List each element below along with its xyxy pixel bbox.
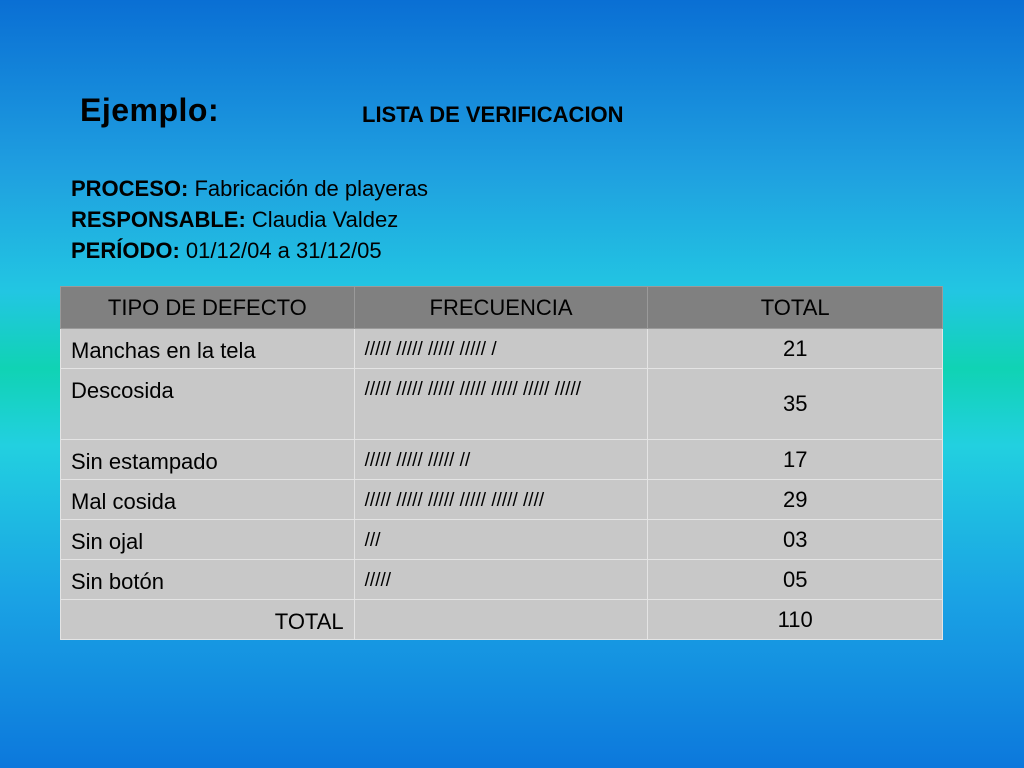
cell-total: 21 (647, 328, 943, 369)
periodo-value: 01/12/04 a 31/12/05 (185, 238, 382, 263)
cell-tipo: Mal cosida (60, 479, 355, 520)
table-header-row: TIPO DE DEFECTO FRECUENCIA TOTAL (60, 286, 943, 329)
heading-ejemplo: Ejemplo: (80, 92, 220, 128)
table-row: Descosida ///// ///// ///// ///// ///// … (60, 368, 943, 440)
cell-total: 29 (647, 479, 943, 520)
cell-frecuencia: ///// ///// ///// // (353, 439, 649, 480)
responsable-line: RESPONSABLE: Claudia Valdez (71, 204, 428, 235)
process-info: PROCESO: Fabricación de playeras RESPONS… (71, 173, 428, 266)
heading-lista-verificacion: LISTA DE VERIFICACION (362, 102, 624, 127)
periodo-label: PERÍODO: (71, 238, 180, 263)
cell-frecuencia: ///// ///// ///// ///// ///// ///// ////… (353, 368, 649, 440)
table-row: Sin ojal /// 03 (60, 519, 943, 560)
responsable-value: Claudia Valdez (251, 207, 399, 232)
cell-tipo: Sin ojal (60, 519, 355, 560)
table-footer-row: TOTAL 110 (60, 599, 943, 640)
periodo-line: PERÍODO: 01/12/04 a 31/12/05 (71, 235, 428, 266)
table-row: Sin estampado ///// ///// ///// // 17 (60, 439, 943, 480)
proceso-line: PROCESO: Fabricación de playeras (71, 173, 428, 204)
cell-frecuencia: ///// (353, 559, 649, 600)
header-tipo-defecto: TIPO DE DEFECTO (60, 286, 355, 329)
responsable-label: RESPONSABLE: (71, 207, 246, 232)
footer-frecuencia (353, 599, 649, 640)
defect-table: TIPO DE DEFECTO FRECUENCIA TOTAL Manchas… (60, 286, 943, 640)
cell-tipo: Sin estampado (60, 439, 355, 480)
cell-frecuencia: ///// ///// ///// ///// ///// //// (353, 479, 649, 520)
cell-tipo: Sin botón (60, 559, 355, 600)
proceso-value: Fabricación de playeras (194, 176, 429, 201)
header-frecuencia: FRECUENCIA (353, 286, 649, 329)
cell-frecuencia: /// (353, 519, 649, 560)
cell-tipo: Manchas en la tela (60, 328, 355, 369)
cell-tipo: Descosida (60, 368, 355, 440)
table-row: Sin botón ///// 05 (60, 559, 943, 600)
proceso-label: PROCESO: (71, 176, 189, 201)
cell-total: 03 (647, 519, 943, 560)
header-total: TOTAL (647, 286, 943, 329)
cell-total: 17 (647, 439, 943, 480)
cell-frecuencia: ///// ///// ///// ///// / (353, 328, 649, 369)
cell-total: 05 (647, 559, 943, 600)
cell-total: 35 (647, 368, 943, 440)
table-row: Mal cosida ///// ///// ///// ///// /////… (60, 479, 943, 520)
table-row: Manchas en la tela ///// ///// ///// ///… (60, 328, 943, 369)
footer-total-label: TOTAL (60, 599, 355, 640)
footer-total-value: 110 (647, 599, 943, 640)
